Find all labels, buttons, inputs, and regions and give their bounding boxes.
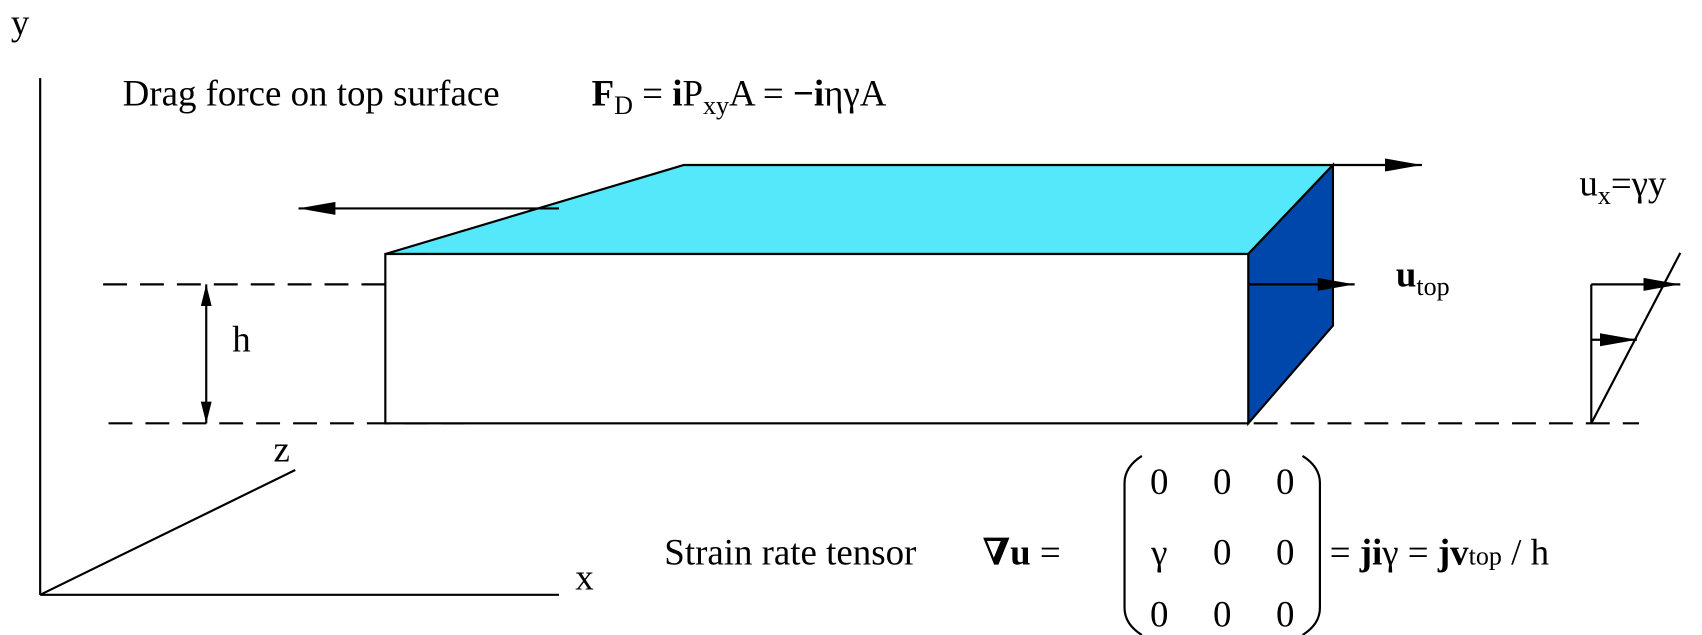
eq: D xyxy=(614,91,633,120)
front-face xyxy=(384,252,1250,425)
strain-lhs: ∇u = xyxy=(982,531,1060,572)
eq: ηγA xyxy=(824,72,887,113)
strain-label: Strain rate tensor xyxy=(664,531,916,572)
matrix-entry: 0 xyxy=(1213,593,1231,634)
z-axis xyxy=(39,469,296,596)
eq: xy xyxy=(703,91,729,120)
height-label: h xyxy=(232,319,250,360)
u: u xyxy=(1396,254,1417,295)
drag-equation: FD = iPxyA = −iηγA xyxy=(592,72,887,120)
matrix-entry: 0 xyxy=(1276,461,1294,502)
rhs: γ = xyxy=(1381,531,1438,572)
profile-line xyxy=(1590,252,1682,424)
strain-rhs: = jiγ = jvtop / h xyxy=(1330,531,1549,572)
matrix-entry: 0 xyxy=(1276,593,1294,634)
paren-left xyxy=(1123,454,1143,635)
drag-label: Drag force on top surface xyxy=(123,72,500,113)
equals: = xyxy=(1031,531,1061,572)
sub: top xyxy=(1416,272,1449,301)
sub: x xyxy=(1598,181,1611,210)
rhs: top xyxy=(1469,541,1502,570)
y-label: y xyxy=(11,2,30,43)
profile-label: ux=γy xyxy=(1579,162,1667,210)
rhs: j xyxy=(1437,531,1450,572)
rhs: / h xyxy=(1502,531,1549,572)
rhs: = xyxy=(1330,531,1360,572)
rest: =γy xyxy=(1611,162,1667,203)
top-velocity-label: utop xyxy=(1396,254,1450,302)
rhs: v xyxy=(1450,531,1469,572)
eq: A = xyxy=(729,72,793,113)
eq: = xyxy=(633,72,672,113)
paren-right xyxy=(1301,454,1322,635)
matrix-entry: 0 xyxy=(1150,461,1168,502)
u: u xyxy=(1579,162,1597,203)
nabla-u: ∇u xyxy=(982,531,1030,572)
matrix-entry: γ xyxy=(1150,531,1167,572)
matrix-entry: 0 xyxy=(1213,461,1231,502)
matrix-entry: 0 xyxy=(1150,593,1168,634)
rhs: ji xyxy=(1359,531,1383,572)
matrix-entry: 0 xyxy=(1276,531,1294,572)
x-label: x xyxy=(575,556,593,597)
eq: F xyxy=(592,72,615,113)
z-label: z xyxy=(274,428,290,469)
eq: i xyxy=(672,72,682,113)
eq: −i xyxy=(793,72,824,113)
matrix-entry: 0 xyxy=(1213,531,1231,572)
eq: P xyxy=(682,72,703,113)
matrix: 0 0 0 γ 0 0 0 0 0 xyxy=(1150,461,1294,634)
